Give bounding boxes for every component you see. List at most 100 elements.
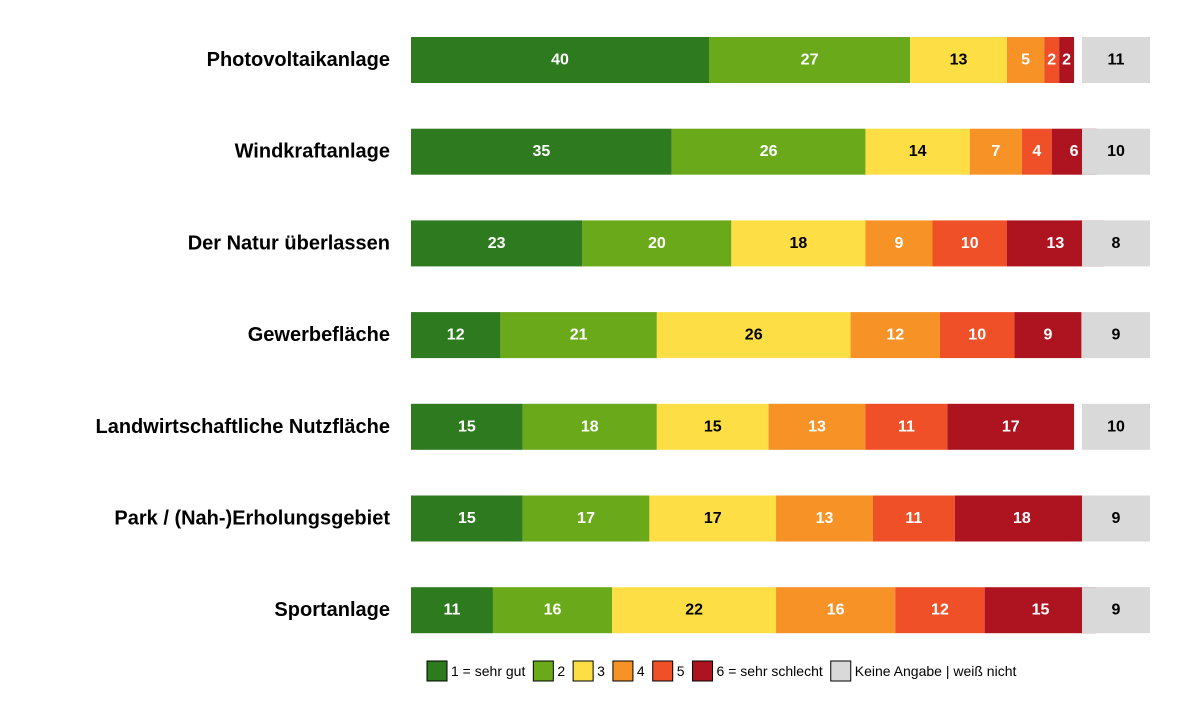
legend-label: 2 (557, 663, 565, 679)
bar-segment (522, 403, 657, 450)
data-label: 13 (950, 52, 968, 69)
bar-segment-no-answer (1082, 495, 1150, 542)
bar-segment (984, 587, 1097, 634)
legend-swatch (426, 660, 448, 682)
data-label: 16 (827, 602, 845, 619)
bar-segment-no-answer (1082, 37, 1150, 83)
data-label: 35 (532, 143, 550, 160)
data-label: 11 (444, 602, 461, 619)
legend-item: 1 = sehr gut (426, 660, 525, 682)
legend-swatch (572, 660, 594, 682)
bar-segment-no-answer (1082, 587, 1150, 634)
data-label: 9 (1112, 510, 1121, 527)
data-label: 13 (816, 510, 834, 527)
bar-rows: Photovoltaikanlage 40 27 13 5 2 2 11Windkraftan… (96, 37, 1150, 634)
bar-segment (954, 495, 1089, 542)
category-label: Sportanlage (274, 599, 390, 621)
data-label: 26 (760, 143, 778, 160)
bar-segment (850, 312, 940, 359)
bar-segment (656, 312, 851, 359)
bar-row: Park / (Nah-)Erholungsgebiet 15 17 17 13 11 18… (114, 495, 1150, 542)
data-label: 18 (581, 418, 599, 435)
category-label: Landwirtschaftliche Nutzfläche (96, 416, 391, 438)
bar-segment (768, 403, 866, 450)
data-label: 22 (685, 602, 703, 619)
category-label: Photovoltaikanlage (207, 49, 390, 71)
legend-label: Keine Angabe | weiß nicht (855, 663, 1017, 679)
legend-item: 5 (652, 660, 685, 682)
bar-segment (522, 495, 650, 542)
data-label: 4 (1032, 143, 1041, 160)
data-label: 12 (886, 327, 904, 344)
data-label: 2 (1047, 52, 1056, 69)
bar-segment (671, 128, 866, 175)
data-label: 8 (1112, 235, 1121, 252)
data-label: 2 (1062, 52, 1071, 69)
bar-segment (411, 403, 523, 450)
legend-swatch (532, 660, 554, 682)
data-label: 18 (790, 235, 808, 252)
legend-label: 5 (677, 663, 685, 679)
bar-segment (411, 37, 709, 83)
bar-segment (1021, 128, 1052, 175)
data-label: 17 (577, 510, 595, 527)
legend-item: Keine Angabe | weiß nicht (830, 660, 1017, 682)
bar-segment (865, 220, 933, 267)
bar-segment-no-answer (1082, 220, 1150, 267)
bar-segment (500, 312, 657, 359)
data-label: 13 (1047, 235, 1065, 252)
data-label: 12 (931, 602, 949, 619)
bar-segment (947, 403, 1075, 450)
legend-label: 1 = sehr gut (451, 663, 525, 679)
legend-item: 4 (612, 660, 645, 682)
data-label: 14 (909, 143, 927, 160)
bar-row: Landwirtschaftliche Nutzfläche 15 18 15 13 11… (96, 403, 1150, 450)
data-label: 18 (1013, 510, 1031, 527)
bar-segment (731, 220, 866, 267)
data-label: 10 (961, 235, 979, 252)
legend-label: 6 = sehr schlecht (717, 663, 823, 679)
data-label: 12 (447, 327, 465, 344)
category-label: Park / (Nah-)Erholungsgebiet (114, 508, 390, 530)
legend-swatch (652, 660, 674, 682)
bar-segment (411, 495, 523, 542)
bar-segment (865, 128, 970, 175)
data-label: 13 (808, 418, 826, 435)
data-label: 11 (898, 418, 915, 435)
data-label: 6 (1070, 143, 1079, 160)
data-label: 40 (551, 52, 569, 69)
bar-segment (872, 495, 955, 542)
legend-swatch (612, 660, 634, 682)
bar-segment (1007, 37, 1045, 83)
data-label: 17 (704, 510, 722, 527)
bar-segment (612, 587, 777, 634)
bar-segment (411, 220, 583, 267)
legend-item: 2 (532, 660, 565, 682)
data-label: 23 (488, 235, 506, 252)
bar-row: Der Natur überlassen 23 20 18 9 10 13 8 (188, 220, 1150, 267)
data-label: 9 (1112, 327, 1121, 344)
bar-row: Windkraftanlage 35 26 14 7 4 6 10 (235, 128, 1150, 175)
data-label: 5 (1021, 52, 1030, 69)
data-label: 15 (1032, 602, 1050, 619)
bar-segment (411, 312, 501, 359)
data-label: 11 (905, 510, 922, 527)
data-label: 27 (801, 52, 819, 69)
bar-row: Sportanlage 11 16 22 16 12 15 9 (274, 587, 1150, 634)
data-label: 9 (1112, 602, 1121, 619)
bar-segment (910, 37, 1007, 83)
bar-segment (865, 403, 948, 450)
data-label: 9 (895, 235, 904, 252)
data-label: 15 (704, 418, 722, 435)
category-label: Der Natur überlassen (188, 232, 390, 254)
data-label: 17 (1002, 418, 1020, 435)
data-label: 10 (1107, 143, 1125, 160)
data-label: 7 (991, 143, 1000, 160)
bar-segment (932, 220, 1007, 267)
bar-segment (1059, 37, 1075, 83)
data-label: 16 (544, 602, 562, 619)
data-label: 15 (458, 418, 476, 435)
bar-segment (582, 220, 732, 267)
bar-segment (649, 495, 777, 542)
